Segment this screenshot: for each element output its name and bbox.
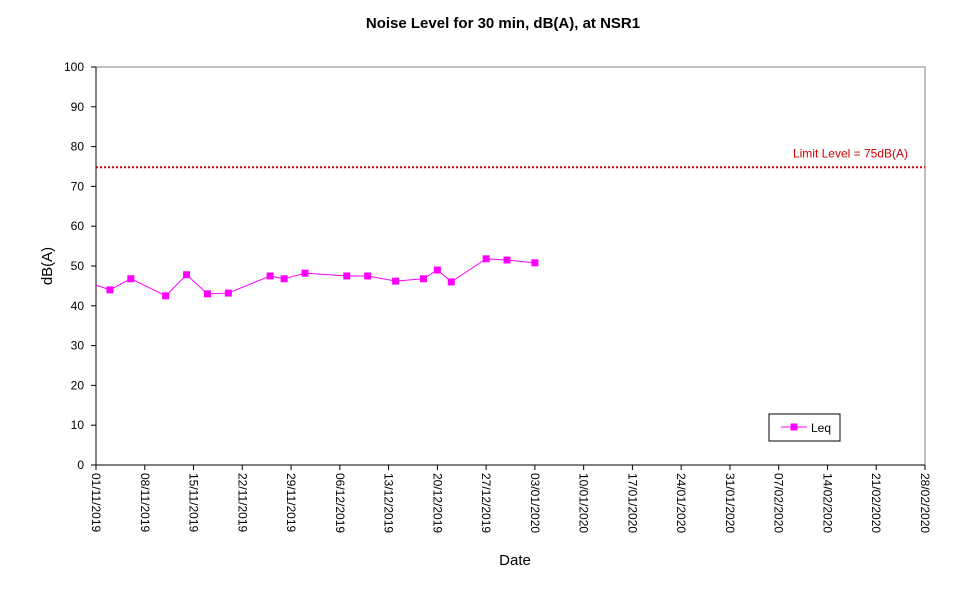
legend-label-leq: Leq bbox=[811, 421, 831, 435]
y-tick-label: 0 bbox=[77, 458, 84, 472]
data-point-leq bbox=[364, 272, 372, 280]
legend: Leq bbox=[768, 413, 841, 442]
y-tick-label: 40 bbox=[71, 299, 85, 313]
x-tick-label: 21/02/2020 bbox=[869, 473, 883, 533]
x-tick-label: 24/01/2020 bbox=[674, 473, 688, 533]
x-tick-label: 01/11/2019 bbox=[89, 473, 103, 532]
x-axis-label: Date bbox=[499, 552, 531, 569]
x-ticks: 01/11/2019 08/11/2019 15/11/2019 22/11/2019… bbox=[89, 465, 932, 533]
x-tick-label: 06/12/2019 bbox=[333, 473, 347, 533]
x-tick-label: 29/11/2019 bbox=[284, 473, 298, 532]
data-point-leq bbox=[531, 259, 539, 267]
x-tick-label: 27/12/2019 bbox=[479, 473, 493, 533]
x-tick-label: 13/12/2019 bbox=[382, 473, 396, 533]
x-tick-label: 03/01/2020 bbox=[528, 473, 542, 533]
data-point-leq bbox=[266, 272, 274, 280]
data-point-leq bbox=[343, 272, 351, 280]
data-point-leq bbox=[106, 286, 114, 294]
plot-area bbox=[95, 66, 926, 466]
data-point-leq bbox=[203, 290, 211, 298]
data-point-leq bbox=[301, 269, 309, 277]
data-point-leq bbox=[433, 266, 441, 274]
data-point-leq bbox=[127, 275, 135, 283]
x-tick-label: 20/12/2019 bbox=[430, 473, 444, 533]
y-tick-label: 90 bbox=[71, 100, 85, 114]
y-tick-label: 50 bbox=[71, 259, 85, 273]
x-tick-label: 31/01/2020 bbox=[723, 473, 737, 533]
data-point-leq bbox=[482, 255, 490, 263]
data-point-leq bbox=[162, 292, 170, 300]
x-tick-label: 10/01/2020 bbox=[577, 473, 591, 533]
y-tick-label: 70 bbox=[71, 179, 85, 193]
plot-frame bbox=[95, 66, 926, 466]
legend-swatch-marker bbox=[790, 423, 798, 431]
data-point-leq bbox=[280, 275, 288, 283]
data-point-leq bbox=[447, 278, 455, 286]
limit-level: Limit Level = 75dB(A) bbox=[96, 146, 925, 169]
limit-level-label: Limit Level = 75dB(A) bbox=[793, 146, 908, 160]
x-tick-label: 15/11/2019 bbox=[187, 473, 201, 532]
x-tick-label: 08/11/2019 bbox=[138, 473, 152, 532]
y-axis-label: dB(A) bbox=[39, 247, 56, 285]
data-point-leq bbox=[183, 271, 191, 279]
x-tick-label: 17/01/2020 bbox=[625, 473, 639, 533]
y-ticks: 0 10 20 30 40 50 60 70 80 90 100 bbox=[64, 60, 96, 472]
x-tick-label: 22/11/2019 bbox=[235, 473, 249, 532]
x-tick-label: 28/02/2020 bbox=[918, 473, 932, 533]
x-tick-label: 07/02/2020 bbox=[772, 473, 786, 533]
y-tick-label: 20 bbox=[71, 378, 85, 392]
data-point-leq bbox=[503, 256, 511, 264]
y-tick-label: 80 bbox=[71, 140, 85, 154]
data-point-leq bbox=[419, 275, 427, 283]
series-group bbox=[95, 255, 539, 300]
y-tick-label: 100 bbox=[64, 60, 84, 74]
x-tick-label: 14/02/2020 bbox=[820, 473, 834, 533]
y-tick-label: 30 bbox=[71, 339, 85, 353]
y-tick-label: 60 bbox=[71, 219, 85, 233]
chart-title: Noise Level for 30 min, dB(A), at NSR1 bbox=[366, 15, 640, 32]
data-point-leq bbox=[392, 277, 400, 285]
y-tick-label: 10 bbox=[71, 418, 85, 432]
data-point-leq bbox=[224, 289, 232, 297]
